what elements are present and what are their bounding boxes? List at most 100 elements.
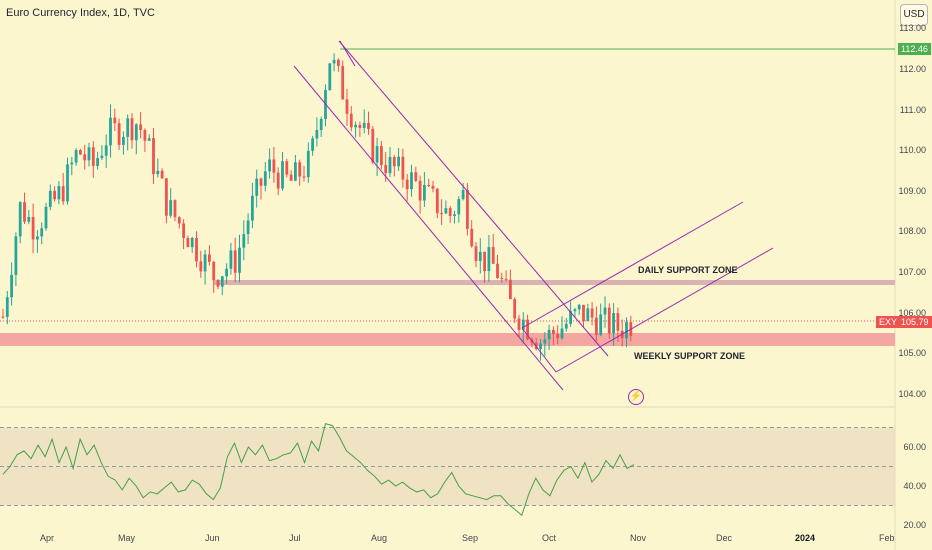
- candle-body: [182, 223, 185, 238]
- candle-body: [285, 161, 289, 175]
- candle-body: [302, 176, 306, 178]
- candle-body: [616, 313, 620, 331]
- candle-body: [341, 65, 345, 100]
- y-tick-label: 111.00: [899, 104, 926, 115]
- channel-lower-line[interactable]: [293, 65, 564, 391]
- candle-body: [48, 190, 52, 207]
- candle-body: [496, 263, 499, 279]
- uptrend-left-cap[interactable]: [521, 327, 557, 373]
- y-tick-label: 110.00: [899, 145, 926, 156]
- candle-body: [70, 162, 74, 165]
- candle-body: [87, 147, 91, 161]
- candle-body: [74, 150, 78, 163]
- x-tick-label: Nov: [630, 533, 647, 543]
- candle-body: [130, 118, 134, 141]
- candle-body: [122, 136, 125, 145]
- candle-body: [431, 185, 435, 189]
- chart-title: Euro Currency Index, 1D, TVC: [6, 7, 155, 19]
- candle-body: [18, 202, 22, 237]
- uptrend-upper-line[interactable]: [521, 201, 744, 329]
- x-tick-label: 2024: [795, 533, 816, 543]
- candle-body: [229, 250, 233, 269]
- candle-body: [500, 278, 504, 280]
- candle-body: [543, 339, 547, 344]
- candle-body: [466, 190, 469, 229]
- candle-body: [294, 162, 297, 181]
- candle-body: [100, 155, 104, 159]
- candle-body: [440, 213, 443, 215]
- candle-body: [315, 130, 319, 139]
- currency-button[interactable]: USD: [900, 4, 928, 26]
- x-tick-label: Dec: [716, 533, 733, 543]
- candle-body: [556, 333, 560, 339]
- candle-body: [474, 246, 478, 262]
- uptrend-lower-line[interactable]: [555, 247, 774, 373]
- candle-body: [410, 172, 413, 190]
- candle-body: [599, 314, 603, 335]
- candle-body: [281, 161, 284, 189]
- candle-body: [427, 184, 431, 186]
- candle-body: [186, 237, 190, 248]
- y-tick-label: 105.00: [898, 348, 926, 359]
- candle-body: [560, 328, 564, 339]
- candle-body: [169, 200, 173, 216]
- candle-body: [79, 150, 82, 155]
- rsi-tick-label: 20.00: [903, 520, 926, 530]
- daily-support-label: DAILY SUPPORT ZONE: [638, 265, 738, 275]
- candle-body: [5, 297, 9, 317]
- candle-body: [134, 124, 138, 141]
- candle-body: [311, 138, 314, 151]
- candle-body: [66, 164, 69, 202]
- y-tick-label: 106.00: [898, 307, 926, 318]
- candle-body: [337, 59, 340, 66]
- x-tick-label: Feb: [879, 533, 895, 543]
- candle-body: [190, 237, 194, 248]
- candle-body: [177, 217, 181, 224]
- candle-body: [259, 178, 263, 186]
- candle-body: [405, 179, 409, 190]
- y-tick-label: 107.00: [898, 267, 926, 277]
- symbol-badge: EXY: [876, 316, 901, 328]
- channel-top-cap[interactable]: [339, 40, 356, 67]
- candle-body: [362, 122, 366, 128]
- candle-body: [263, 171, 267, 186]
- candle-body: [384, 164, 388, 174]
- candle-body: [487, 247, 491, 272]
- candle-body: [491, 247, 495, 264]
- lightning-icon[interactable]: ⚡: [628, 389, 644, 405]
- candle-body: [268, 159, 271, 172]
- daily-support-zone: [214, 280, 895, 285]
- y-tick-label: 104.00: [898, 388, 926, 399]
- candle-body: [225, 268, 228, 277]
- candle-body: [388, 157, 392, 174]
- candle-body: [349, 113, 353, 128]
- candle-body: [483, 251, 486, 272]
- candle-body: [216, 280, 220, 287]
- candle-body: [160, 170, 164, 179]
- candle-body: [582, 304, 585, 322]
- weekly-support-label: WEEKLY SUPPORT ZONE: [634, 351, 746, 361]
- candle-body: [208, 254, 211, 262]
- candle-body: [367, 122, 370, 129]
- candle-body: [109, 117, 112, 146]
- candle-body: [212, 261, 216, 281]
- candle-body: [607, 307, 611, 334]
- candle-body: [104, 145, 108, 156]
- candle-body: [61, 186, 65, 202]
- candle-body: [173, 200, 177, 218]
- x-tick-label: Sep: [462, 533, 479, 543]
- candle-body: [577, 304, 581, 310]
- level-price-badge: 112.46: [898, 43, 931, 55]
- candle-body: [461, 190, 465, 200]
- candle-body: [44, 206, 48, 229]
- candle-body: [246, 220, 250, 235]
- channel-upper-line[interactable]: [338, 40, 609, 357]
- candle-body: [328, 63, 332, 91]
- candle-body: [152, 138, 155, 175]
- candle-body: [453, 214, 456, 217]
- candle-body: [418, 180, 422, 201]
- candle-body: [10, 274, 13, 298]
- x-tick-label: Jun: [205, 533, 220, 543]
- candle-body: [27, 216, 31, 222]
